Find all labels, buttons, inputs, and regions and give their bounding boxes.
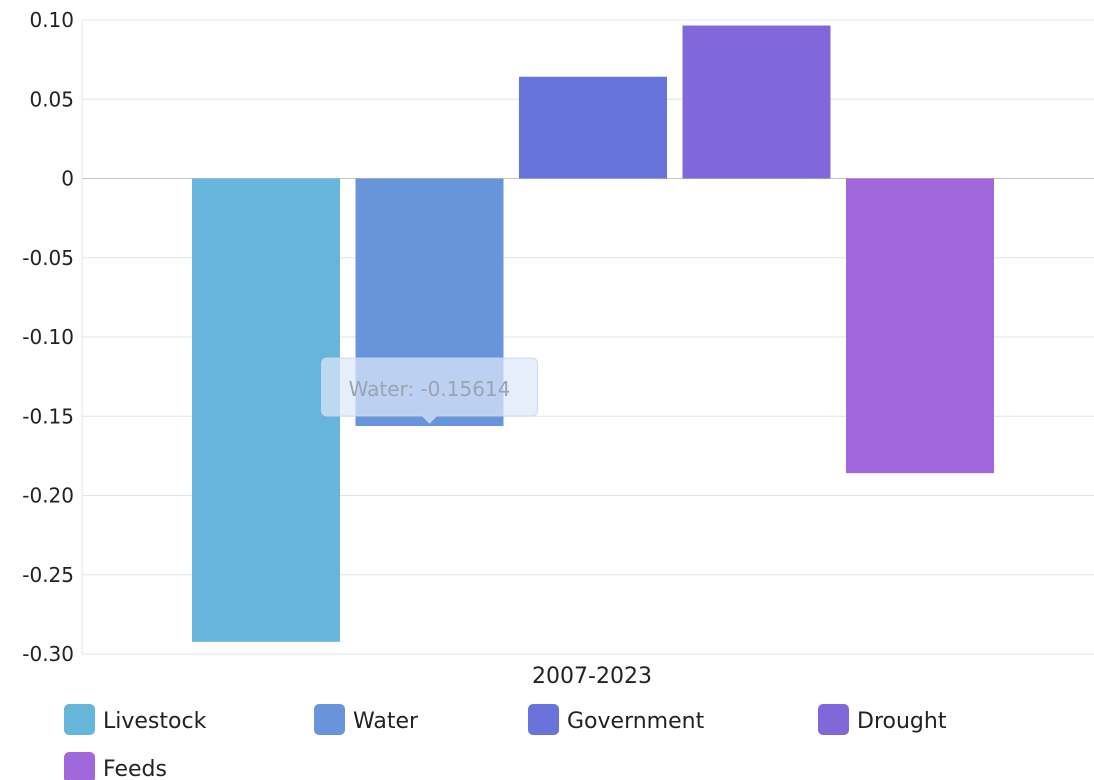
y-tick-label: -0.15: [22, 404, 74, 428]
tooltip-box: [321, 357, 538, 424]
legend-item-government[interactable]: Government: [528, 704, 705, 735]
legend-label: Feeds: [103, 757, 167, 780]
y-tick-label: -0.10: [22, 325, 74, 349]
bar-drought[interactable]: [682, 25, 831, 179]
legend-label: Livestock: [103, 709, 207, 734]
y-axis-ticks: 0.10 0.05 0 -0.05 -0.10 -0.15 -0.20 -0.25 -0.30: [22, 8, 74, 666]
legend-item-drought[interactable]: Drought: [818, 704, 947, 735]
legend-label: Government: [567, 709, 705, 734]
legend-label: Water: [353, 709, 419, 734]
y-tick-label: -0.25: [22, 563, 74, 587]
y-tick-label: -0.20: [22, 484, 74, 508]
legend-label: Drought: [857, 709, 947, 734]
legend-swatch: [818, 704, 849, 735]
x-category-label: 2007-2023: [532, 664, 652, 689]
y-tick-label: 0.05: [29, 87, 74, 111]
legend-item-livestock[interactable]: Livestock: [64, 704, 207, 735]
legend-item-water[interactable]: Water: [314, 704, 419, 735]
tooltip: Water: -0.15614: [321, 357, 538, 424]
bar-feeds[interactable]: [846, 178, 994, 474]
y-tick-label: 0.10: [29, 8, 74, 32]
legend-item-feeds[interactable]: Feeds: [64, 752, 167, 780]
bars: [192, 25, 994, 642]
tooltip-text: Water: -0.15614: [349, 377, 511, 401]
legend-swatch: [64, 752, 95, 780]
bar-livestock[interactable]: [192, 178, 340, 642]
y-tick-label: -0.05: [22, 246, 74, 270]
legend: Livestock Water Government Drought Feeds: [64, 704, 947, 780]
legend-swatch: [64, 704, 95, 735]
bar-government[interactable]: [519, 76, 667, 179]
y-tick-label: 0: [61, 167, 74, 191]
legend-swatch: [314, 704, 345, 735]
y-tick-label: -0.30: [22, 642, 74, 666]
legend-swatch: [528, 704, 559, 735]
